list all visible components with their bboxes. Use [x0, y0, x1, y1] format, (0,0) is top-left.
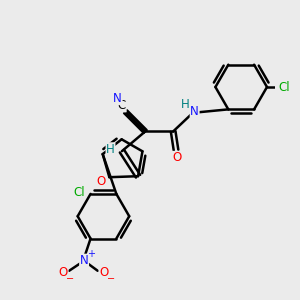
- Text: O: O: [172, 152, 182, 164]
- Text: +: +: [87, 249, 94, 259]
- Text: H: H: [106, 143, 115, 156]
- Text: −: −: [107, 274, 115, 284]
- Text: C: C: [118, 99, 126, 112]
- Text: O: O: [97, 175, 106, 188]
- Text: Cl: Cl: [73, 186, 85, 199]
- Text: −: −: [66, 274, 75, 284]
- Text: N: N: [190, 104, 199, 118]
- Text: H: H: [181, 98, 189, 111]
- Text: N: N: [113, 92, 122, 105]
- Text: O: O: [99, 266, 108, 279]
- Text: N: N: [80, 254, 88, 267]
- Text: Cl: Cl: [278, 80, 290, 94]
- Text: O: O: [59, 266, 68, 279]
